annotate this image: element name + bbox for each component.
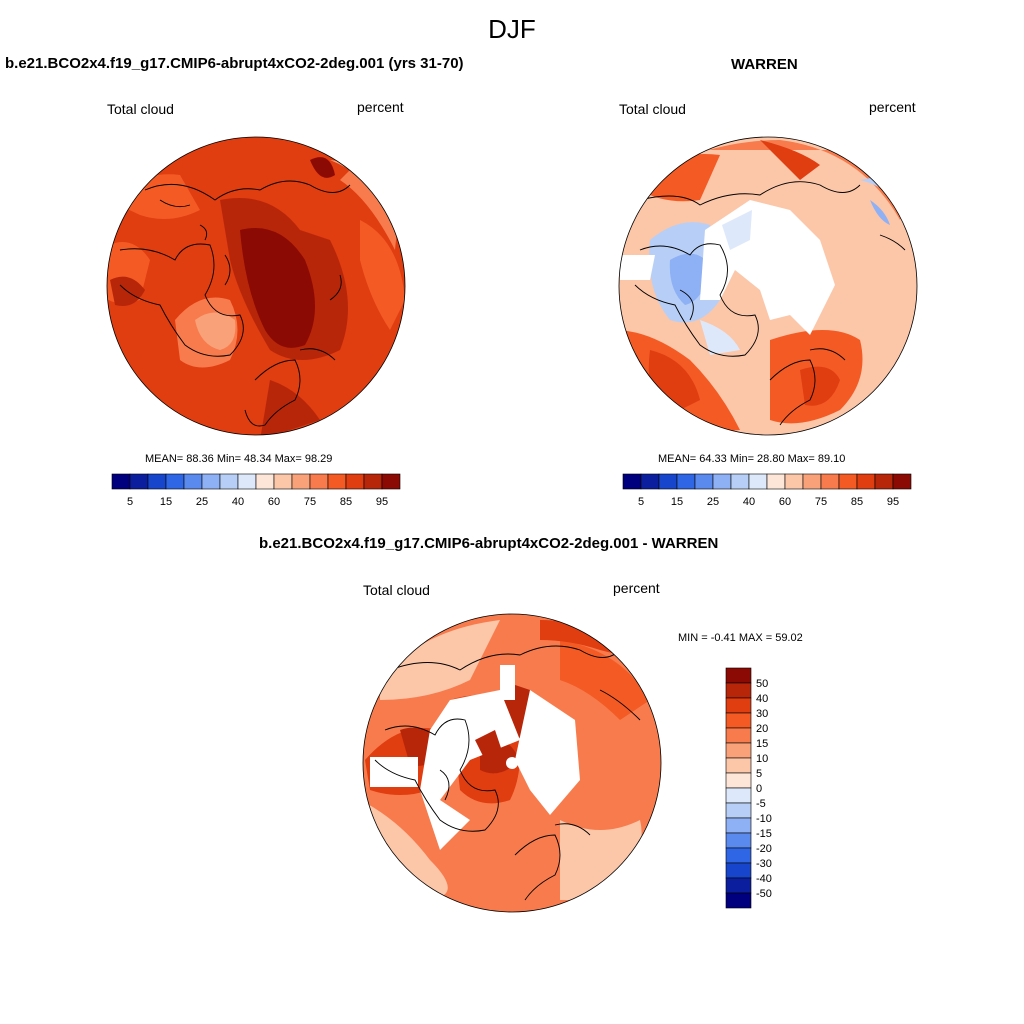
colorbar-swatch [183,473,203,490]
panel2-stats: MEAN= 64.33 Min= 28.80 Max= 89.10 [658,453,846,465]
panel3-stats: MIN = -0.41 MAX = 59.02 [678,632,803,644]
colorbar-swatch [345,473,365,490]
colorbar-swatch [219,473,239,490]
colorbar-swatch [725,772,752,789]
colorbar-swatch [725,877,752,894]
colorbar-tick-label: 40 [743,496,755,508]
colorbar-swatch [165,473,185,490]
colorbar-tick-label: 15 [160,496,172,508]
colorbar-swatch [725,847,752,864]
colorbar-swatch [802,473,822,490]
colorbar-tick-label: -50 [756,888,772,900]
colorbar-swatch [255,473,275,490]
panel2-title: WARREN [731,56,798,73]
colorbar-swatch [784,473,804,490]
colorbar-tick-label: 0 [756,783,762,795]
colorbar-tick-label: 5 [756,768,762,780]
colorbar-swatch [874,473,894,490]
colorbar-swatch [381,473,401,490]
colorbar-swatch [712,473,732,490]
colorbar-swatch [694,473,714,490]
colorbar-swatch [725,667,752,684]
colorbar-tick-label: 95 [376,496,388,508]
colorbar-swatch [725,817,752,834]
colorbar-tick-label: 75 [815,496,827,508]
colorbar-swatch [725,892,752,909]
colorbar-swatch [725,862,752,879]
panel3-left-label: Total cloud [363,582,430,598]
colorbar-swatch [892,473,912,490]
colorbar-tick-label: -15 [756,828,772,840]
colorbar-swatch [725,757,752,774]
colorbar-swatch [725,727,752,744]
colorbar-tick-label: -40 [756,873,772,885]
colorbar-swatch [838,473,858,490]
colorbar-swatch [309,473,329,490]
colorbar-tick-label: -10 [756,813,772,825]
colorbar-tick-label: 95 [887,496,899,508]
panel2-left-label: Total cloud [619,101,686,117]
panel3-map [362,613,662,913]
colorbar-tick-label: 75 [304,496,316,508]
colorbar-swatch [237,473,257,490]
colorbar-swatch [725,802,752,819]
colorbar-swatch [111,473,131,490]
panel1-stats: MEAN= 88.36 Min= 48.34 Max= 98.29 [145,453,333,465]
colorbar-swatch [725,682,752,699]
colorbar-swatch [725,712,752,729]
colorbar-swatch [640,473,660,490]
panel3-title: b.e21.BCO2x4.f19_g17.CMIP6-abrupt4xCO2-2… [259,535,719,552]
colorbar-swatch [725,742,752,759]
colorbar-tick-label: -20 [756,843,772,855]
panel1-title: b.e21.BCO2x4.f19_g17.CMIP6-abrupt4xCO2-2… [5,55,464,72]
colorbar-swatch [622,473,642,490]
colorbar-swatch [748,473,768,490]
colorbar-swatch [363,473,383,490]
colorbar-tick-label: 15 [756,738,768,750]
colorbar-tick-label: -5 [756,798,766,810]
colorbar-tick-label: 20 [756,723,768,735]
colorbar-tick-label: 30 [756,708,768,720]
colorbar-panel2: 5 15 25 40 60 75 85 95 [622,473,912,508]
colorbar-tick-label: 50 [756,678,768,690]
panel1-units-label: percent [357,99,404,115]
panel3-units-label: percent [613,580,660,596]
colorbar-swatch [725,697,752,714]
panel1-map [106,136,406,436]
colorbar-panel1: 5 15 25 40 60 75 85 95 [111,473,401,508]
colorbar-tick-label: 25 [707,496,719,508]
figure-title: DJF [488,14,536,44]
colorbar-tick-label: 40 [232,496,244,508]
colorbar-swatch [147,473,167,490]
colorbar-swatch [856,473,876,490]
colorbar-swatch [658,473,678,490]
colorbar-swatch [730,473,750,490]
colorbar-swatch [201,473,221,490]
colorbar-tick-label: 5 [127,496,133,508]
colorbar-tick-label: 60 [268,496,280,508]
panel2-map [618,136,918,436]
colorbar-swatch [273,473,293,490]
colorbar-tick-label: 10 [756,753,768,765]
colorbar-swatch [725,832,752,849]
colorbar-tick-label: 60 [779,496,791,508]
colorbar-tick-label: 40 [756,693,768,705]
colorbar-tick-label: 15 [671,496,683,508]
colorbar-tick-label: 5 [638,496,644,508]
colorbar-swatch [676,473,696,490]
panel1-left-label: Total cloud [107,101,174,117]
colorbar-tick-label: 85 [851,496,863,508]
colorbar-tick-label: 25 [196,496,208,508]
colorbar-swatch [129,473,149,490]
colorbar-swatch [766,473,786,490]
colorbar-swatch [820,473,840,490]
panel2-units-label: percent [869,99,916,115]
colorbar-swatch [327,473,347,490]
colorbar-tick-label: -30 [756,858,772,870]
colorbar-swatch [291,473,311,490]
colorbar-tick-label: 85 [340,496,352,508]
colorbar-swatch [725,787,752,804]
